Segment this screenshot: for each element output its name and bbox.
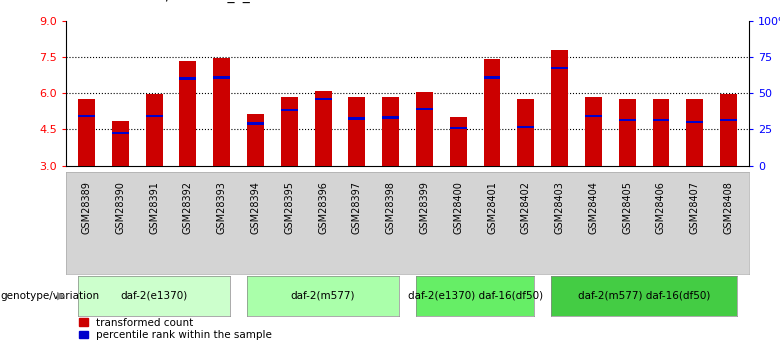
Text: GSM28390: GSM28390 [115,181,126,234]
Text: GSM28393: GSM28393 [217,181,227,234]
Bar [281,97,298,166]
Text: GSM28396: GSM28396 [318,181,328,234]
Bar [416,108,433,110]
Bar [484,59,501,166]
Text: GSM28404: GSM28404 [588,181,598,234]
Bar [78,115,95,117]
Bar [314,98,332,100]
Text: daf-2(e1370) daf-16(df50): daf-2(e1370) daf-16(df50) [408,291,543,301]
Text: daf-2(m577) daf-16(df50): daf-2(m577) daf-16(df50) [578,291,711,301]
Bar [146,115,162,117]
Bar [551,50,568,166]
Bar [720,95,737,166]
Bar [517,126,534,128]
Text: GSM28394: GSM28394 [250,181,261,234]
Text: GSM28402: GSM28402 [521,181,531,234]
Bar [247,114,264,166]
Text: GSM28400: GSM28400 [453,181,463,234]
Bar [450,127,466,129]
Bar [619,99,636,166]
Bar [349,117,365,120]
Text: GDS770 / 172755_x_at: GDS770 / 172755_x_at [105,0,264,3]
Bar [247,122,264,125]
Text: GSM28408: GSM28408 [724,181,733,234]
Text: genotype/variation: genotype/variation [1,291,100,301]
Bar [146,95,162,166]
Bar [78,99,95,166]
Text: daf-2(m577): daf-2(m577) [291,291,356,301]
Bar [314,91,332,166]
Bar [349,97,365,166]
Text: GSM28406: GSM28406 [656,181,666,234]
Bar [686,121,704,124]
Bar [653,119,669,121]
Text: GSM28395: GSM28395 [284,181,294,234]
Bar [112,121,129,166]
Bar [382,97,399,166]
Bar [720,119,737,121]
Text: GSM28405: GSM28405 [622,181,632,234]
Text: GSM28399: GSM28399 [420,181,430,234]
Bar [382,116,399,119]
Text: GSM28392: GSM28392 [183,181,193,234]
Bar [653,99,669,166]
Bar [416,92,433,166]
Text: GSM28389: GSM28389 [82,181,91,234]
Bar [517,99,534,166]
Bar [213,58,230,166]
Bar [179,78,197,80]
Text: GSM28391: GSM28391 [149,181,159,234]
Text: daf-2(e1370): daf-2(e1370) [121,291,188,301]
Bar [213,76,230,79]
Text: GSM28401: GSM28401 [487,181,497,234]
Bar [281,109,298,111]
Bar [179,61,197,166]
Text: GSM28397: GSM28397 [352,181,362,234]
Text: GSM28407: GSM28407 [690,181,700,234]
Bar [686,99,704,166]
Bar [551,67,568,69]
Bar [619,119,636,121]
Bar [585,97,602,166]
Text: GSM28403: GSM28403 [555,181,565,234]
Bar [112,132,129,134]
Legend: transformed count, percentile rank within the sample: transformed count, percentile rank withi… [80,318,272,340]
Text: GSM28398: GSM28398 [385,181,395,234]
Bar [450,117,466,166]
Bar [484,76,501,79]
Bar [585,115,602,117]
Text: ▶: ▶ [57,291,66,301]
